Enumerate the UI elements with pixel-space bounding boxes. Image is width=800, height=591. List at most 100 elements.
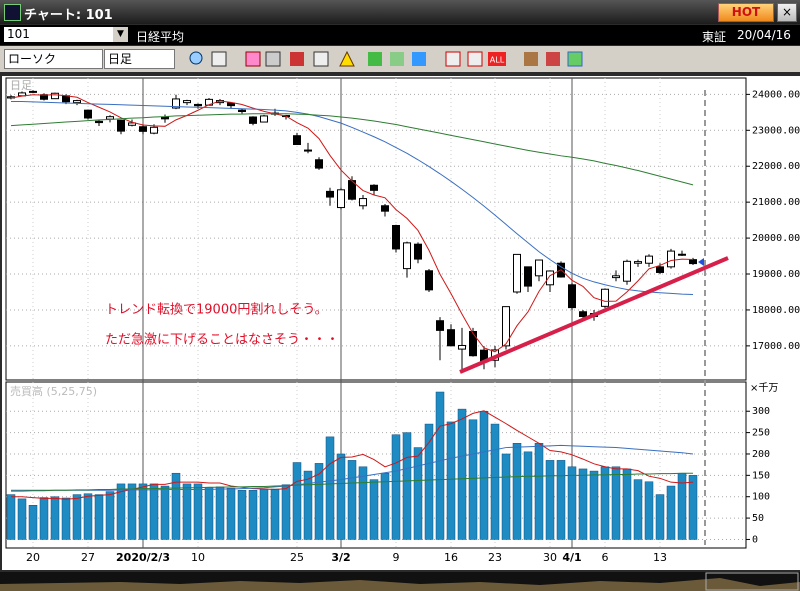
candle-body bbox=[370, 184, 378, 191]
y-tick-label: 50 bbox=[752, 513, 764, 524]
y-tick-label: 100 bbox=[752, 492, 770, 503]
candle-body bbox=[546, 270, 554, 286]
x-tick-label: 9 bbox=[393, 551, 400, 564]
volume-bar bbox=[534, 443, 544, 540]
candle-body bbox=[689, 259, 697, 265]
price-panel bbox=[5, 77, 747, 381]
candle-body bbox=[161, 116, 169, 120]
candle-body bbox=[227, 102, 235, 107]
chart: 17000.00 18000.00 19000.00 20000.00 21000.00… bbox=[2, 76, 800, 570]
moving-average bbox=[11, 472, 693, 492]
candle-body bbox=[502, 306, 510, 347]
candle-body bbox=[194, 103, 202, 107]
candle-body bbox=[84, 109, 92, 119]
x-tick-label: 3/2 bbox=[331, 551, 350, 564]
icon[interactable] bbox=[290, 52, 304, 66]
candle-body bbox=[337, 189, 345, 209]
volume-bar bbox=[281, 484, 291, 540]
candle-body bbox=[447, 329, 455, 347]
candle-body bbox=[172, 98, 180, 109]
volume-bar bbox=[479, 410, 489, 540]
overview-area bbox=[0, 578, 800, 591]
moving-average bbox=[11, 444, 694, 491]
volume-bar bbox=[61, 497, 71, 540]
index-name: 日経平均 bbox=[136, 30, 185, 44]
volume-bar bbox=[237, 490, 247, 540]
volume-bar bbox=[325, 436, 335, 540]
volume-bar bbox=[171, 472, 181, 540]
y-tick-label: 250 bbox=[752, 428, 770, 439]
x-tick-label: 4/1 bbox=[562, 551, 581, 564]
candle-body bbox=[51, 92, 59, 100]
all-button[interactable] bbox=[488, 52, 506, 66]
all-label: ALL bbox=[490, 56, 505, 65]
candle-body bbox=[612, 275, 620, 279]
alert-icon[interactable] bbox=[339, 50, 355, 67]
icon[interactable] bbox=[546, 52, 560, 66]
hot-button[interactable]: HOT bbox=[718, 3, 774, 22]
period-select[interactable]: 日足 bbox=[104, 49, 175, 69]
candle-body bbox=[29, 90, 37, 93]
x-tick-label: 25 bbox=[290, 551, 304, 564]
candle-body bbox=[623, 260, 631, 282]
panel-label: 日足 bbox=[10, 79, 32, 92]
icon[interactable] bbox=[445, 51, 461, 67]
icon[interactable] bbox=[567, 51, 583, 67]
candle-body bbox=[634, 261, 642, 264]
icon[interactable] bbox=[412, 52, 426, 66]
candle-body bbox=[645, 255, 653, 264]
candle-body bbox=[95, 120, 103, 124]
volume-bar bbox=[336, 453, 346, 540]
x-tick-label: 10 bbox=[191, 551, 205, 564]
candle-body bbox=[315, 159, 323, 169]
volume-bar bbox=[600, 466, 610, 540]
candle-body bbox=[128, 122, 136, 126]
zoom-icon[interactable] bbox=[189, 51, 203, 65]
volume-bar bbox=[523, 451, 533, 540]
volume-bar bbox=[127, 483, 137, 540]
icon[interactable] bbox=[211, 51, 227, 67]
volume-bar bbox=[413, 447, 423, 540]
y-tick-label: 23000.00 bbox=[752, 125, 800, 136]
panel-label: 売買高 (5,25,75) bbox=[10, 384, 97, 398]
volume-bar bbox=[193, 483, 203, 540]
candle-body bbox=[678, 253, 686, 256]
icon[interactable] bbox=[390, 52, 404, 66]
style-select[interactable]: ローソク bbox=[4, 49, 103, 69]
candle-body bbox=[238, 109, 246, 113]
volume-bar bbox=[160, 485, 170, 540]
volume-bar bbox=[490, 423, 500, 540]
y-tick-label: 19000.00 bbox=[752, 269, 800, 280]
x-tick-label: 16 bbox=[444, 551, 458, 564]
close-button[interactable]: × bbox=[777, 3, 797, 22]
candle-body bbox=[62, 95, 70, 103]
volume-bar bbox=[6, 494, 16, 540]
price-marker bbox=[698, 258, 704, 266]
icon[interactable] bbox=[467, 51, 483, 67]
icon[interactable] bbox=[313, 51, 329, 67]
code-input[interactable]: 101 bbox=[4, 27, 113, 42]
unit-label: ×千万 bbox=[750, 382, 778, 394]
volume-bar bbox=[215, 486, 225, 540]
x-tick-label: 2020/2/3 bbox=[116, 551, 170, 564]
moving-average bbox=[11, 410, 694, 500]
x-tick-label: 23 bbox=[488, 551, 502, 564]
volume-bar bbox=[468, 419, 478, 540]
candle-body bbox=[403, 242, 411, 270]
candle-body bbox=[326, 190, 334, 198]
y-tick-label: 18000.00 bbox=[752, 305, 800, 316]
icon[interactable] bbox=[524, 52, 538, 66]
volume-bar bbox=[105, 491, 115, 540]
volume-bar bbox=[292, 462, 302, 540]
icon[interactable] bbox=[265, 51, 281, 67]
volume-bar bbox=[380, 472, 390, 540]
icon[interactable] bbox=[245, 51, 261, 67]
volume-bar bbox=[369, 479, 379, 540]
candle-body bbox=[304, 149, 312, 152]
volume-bar bbox=[688, 475, 698, 540]
code-dropdown[interactable]: ▼ bbox=[113, 27, 128, 42]
volume-bar bbox=[633, 479, 643, 540]
toolbar: ローソク 日足 ALL bbox=[0, 46, 800, 72]
icon[interactable] bbox=[368, 52, 382, 66]
candle-body bbox=[260, 115, 268, 123]
